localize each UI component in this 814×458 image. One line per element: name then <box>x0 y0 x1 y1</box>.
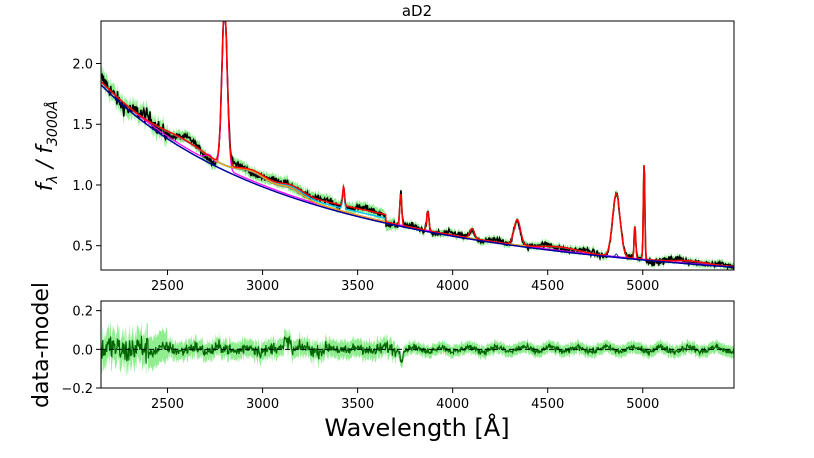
residual-x-axis-label: Wavelength [Å] <box>324 413 509 442</box>
spectrum-data-line <box>101 21 734 270</box>
spectrum-y-tick-label: 1.0 <box>72 179 93 194</box>
continuum-plus-feii-line <box>101 81 734 268</box>
hbeta-oiii-components <box>101 81 734 268</box>
spectrum-axes-frame <box>100 20 735 271</box>
ylabel-f: f <box>33 180 58 191</box>
spectrum-x-tick-label: 5000 <box>626 279 659 294</box>
power-law-continuum-line <box>101 84 734 268</box>
total-model-line <box>101 21 734 268</box>
spectrum-panel: 2500 3000 3500 4000 4500 5000 0.5 1.0 1.5 2.0 aD2… <box>33 2 735 294</box>
residual-y-tick-label: −0.2 <box>61 382 93 397</box>
ylabel-slash-f: / f <box>33 143 58 175</box>
residual-x-tick-label: 4000 <box>436 397 469 412</box>
residual-axes-frame <box>100 300 735 389</box>
residual-x-tick-label: 5000 <box>626 397 659 412</box>
residual-x-tick-label: 4500 <box>531 397 564 412</box>
residual-panel: 2500 3000 3500 4000 4500 5000 −0.2 0.0 0.2 Wavel… <box>29 282 735 442</box>
residual-y-tick-label: 0.0 <box>72 343 93 358</box>
residual-y-tick-label: 0.2 <box>72 305 93 320</box>
spectrum-y-axis-label: fλ / f3000Å <box>33 101 61 191</box>
residual-x-tick-label: 3000 <box>246 397 279 412</box>
ylabel-sub-lambda: λ <box>45 175 61 184</box>
residual-x-tick-label: 2500 <box>151 397 184 412</box>
spectrum-x-tick-label: 3500 <box>341 279 374 294</box>
chart-title: aD2 <box>402 2 432 20</box>
spectrum-x-tick-label: 3000 <box>246 279 279 294</box>
spectrum-y-tick-label: 0.5 <box>72 240 93 255</box>
narrow-hbeta-line <box>101 84 734 268</box>
spectrum-y-tick-label: 1.5 <box>72 118 93 133</box>
spectrum-y-tick-label: 2.0 <box>72 58 93 73</box>
ylabel-sub-3000: 3000Å <box>44 101 61 146</box>
feii-template-line <box>101 81 734 268</box>
spectrum-x-tick-label: 4500 <box>531 279 564 294</box>
spectrum-x-tick-label: 2500 <box>151 279 184 294</box>
residual-x-tick-label: 3500 <box>341 397 374 412</box>
residual-line <box>101 335 734 364</box>
residual-y-axis-label: data-model <box>29 282 54 408</box>
spectrum-uncertainty-band <box>101 21 734 270</box>
spectrum-x-tick-label: 4000 <box>436 279 469 294</box>
